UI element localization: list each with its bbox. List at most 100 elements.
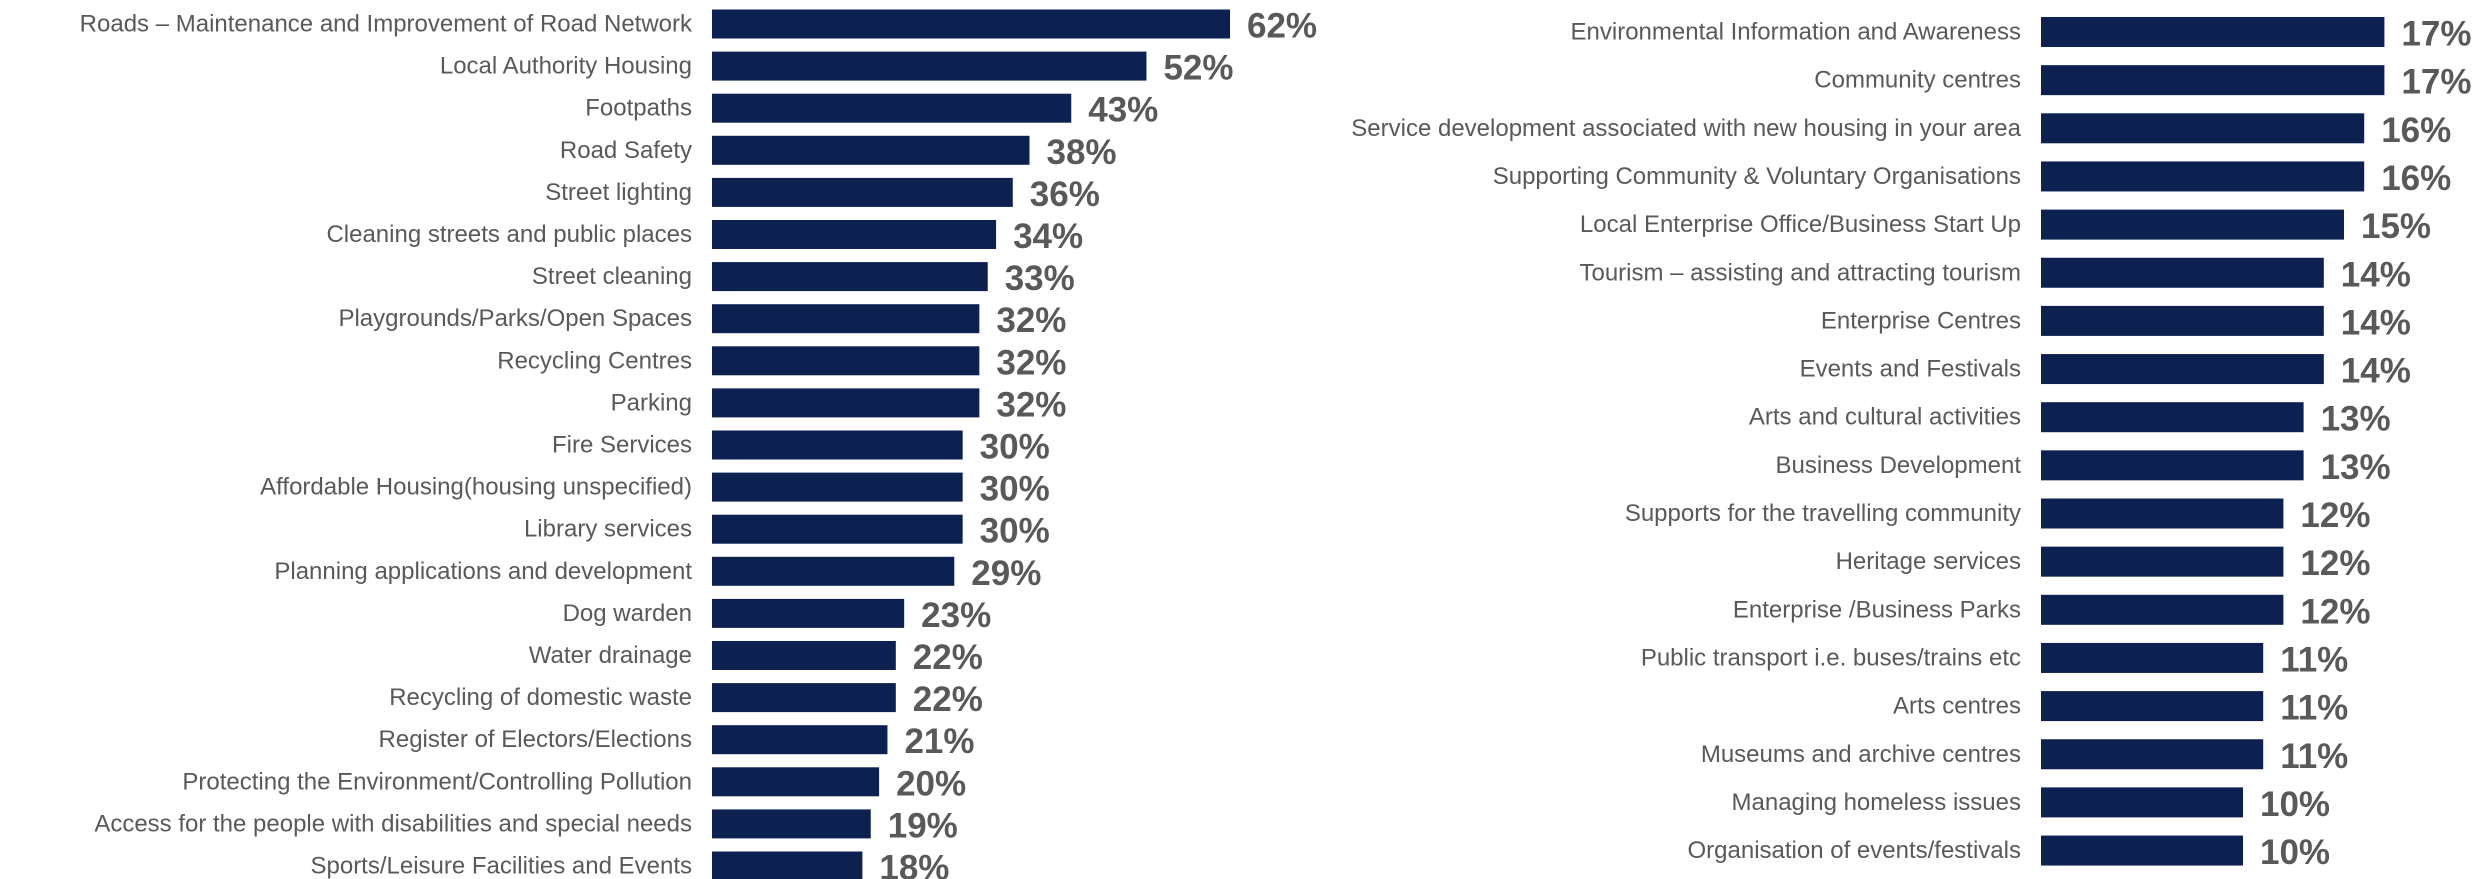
value-label: 22% [913, 680, 983, 719]
bar [2041, 691, 2264, 722]
value-label: 13% [2321, 400, 2391, 439]
bar [712, 220, 997, 249]
bar [2041, 594, 2284, 625]
bar [712, 851, 863, 879]
value-label: 14% [2341, 352, 2411, 391]
left-bar-chart: Roads – Maintenance and Improvement of R… [80, 7, 1317, 879]
category-label: Events and Festivals [1800, 356, 2021, 383]
value-label: 34% [1013, 217, 1083, 256]
category-label: Street lighting [545, 179, 692, 206]
category-label: Roads – Maintenance and Improvement of R… [80, 11, 693, 38]
value-label: 13% [2321, 448, 2391, 487]
bar [712, 304, 980, 334]
category-label: Enterprise Centres [1821, 307, 2021, 334]
category-label: Register of Electors/Elections [379, 726, 692, 753]
value-label: 20% [896, 764, 966, 803]
bar [2041, 257, 2324, 288]
bar [2041, 450, 2304, 481]
value-label: 12% [2300, 592, 2370, 631]
bar [712, 93, 1072, 123]
value-label: 17% [2401, 63, 2471, 102]
value-label: 11% [2280, 689, 2348, 728]
bar [712, 262, 988, 292]
bar [712, 556, 955, 586]
value-label: 32% [996, 385, 1066, 424]
bar [712, 177, 1013, 207]
bar [2041, 17, 2385, 47]
bar [712, 430, 963, 460]
category-label: Library services [524, 516, 692, 543]
category-label: Local Authority Housing [440, 53, 692, 80]
bar [712, 388, 980, 418]
category-label: Community centres [1814, 67, 2021, 94]
value-label: 43% [1088, 91, 1158, 130]
category-label: Affordable Housing(housing unspecified) [260, 474, 692, 501]
category-label: Business Development [1776, 452, 2022, 479]
value-label: 30% [980, 512, 1050, 551]
category-label: Sports/Leisure Facilities and Events [310, 853, 692, 879]
value-label: 14% [2341, 255, 2411, 294]
value-label: 18% [879, 849, 949, 879]
category-label: Tourism – assisting and attracting touri… [1579, 259, 2021, 286]
category-label: Arts and cultural activities [1749, 404, 2021, 431]
value-label: 10% [2260, 785, 2330, 824]
bar [712, 135, 1030, 165]
category-label: Public transport i.e. buses/trains etc [1641, 644, 2021, 671]
bar [2041, 161, 2365, 192]
value-label: 14% [2341, 303, 2411, 342]
value-label: 23% [921, 596, 991, 635]
bar [712, 767, 880, 797]
bar [2041, 113, 2365, 144]
category-label: Service development associated with new … [1351, 115, 2021, 142]
category-label: Road Safety [560, 137, 692, 164]
category-label: Supports for the travelling community [1625, 500, 2021, 527]
value-label: 12% [2300, 496, 2370, 535]
category-label: Planning applications and development [274, 558, 692, 585]
category-label: Recycling Centres [497, 347, 692, 374]
category-label: Parking [611, 389, 692, 416]
bar [2041, 787, 2243, 818]
value-label: 16% [2381, 111, 2451, 150]
bar [712, 51, 1147, 81]
bar [2041, 354, 2324, 385]
category-label: Enterprise /Business Parks [1733, 596, 2021, 623]
category-label: Protecting the Environment/Controlling P… [182, 768, 692, 795]
category-label: Street cleaning [532, 263, 692, 290]
value-label: 11% [2280, 737, 2348, 776]
bar [712, 472, 963, 502]
value-label: 52% [1163, 49, 1233, 88]
category-label: Arts centres [1893, 693, 2021, 720]
bar [712, 598, 905, 628]
category-label: Access for the people with disabilities … [94, 810, 692, 837]
category-label: Heritage services [1836, 548, 2021, 575]
category-label: Playgrounds/Parks/Open Spaces [338, 305, 692, 332]
value-label: 38% [1046, 133, 1116, 172]
bar [2041, 402, 2304, 433]
bar [712, 641, 896, 670]
value-label: 15% [2361, 207, 2431, 246]
category-label: Environmental Information and Awareness [1571, 19, 2021, 46]
category-label: Local Enterprise Office/Business Start U… [1580, 211, 2021, 238]
category-label: Footpaths [585, 95, 692, 122]
value-label: 30% [980, 428, 1050, 467]
value-label: 11% [2280, 640, 2348, 679]
bar [712, 514, 963, 544]
bar [2041, 65, 2385, 96]
value-label: 32% [996, 343, 1066, 382]
value-label: 21% [904, 722, 974, 761]
value-label: 30% [980, 470, 1050, 509]
value-label: 62% [1247, 7, 1317, 46]
bar [2041, 835, 2243, 866]
bar [712, 725, 888, 755]
value-label: 33% [1005, 259, 1075, 298]
bar [712, 683, 896, 713]
category-label: Recycling of domestic waste [389, 684, 692, 711]
bar [712, 346, 980, 376]
value-label: 17% [2401, 15, 2471, 54]
bar [2041, 209, 2344, 240]
category-label: Managing homeless issues [1732, 789, 2022, 816]
value-label: 32% [996, 301, 1066, 340]
category-label: Organisation of events/festivals [1687, 837, 2021, 864]
